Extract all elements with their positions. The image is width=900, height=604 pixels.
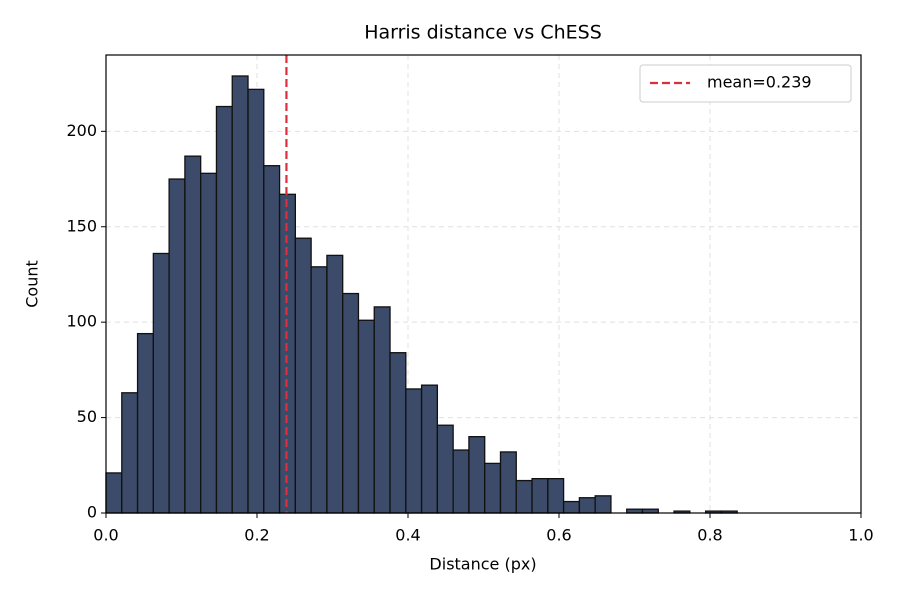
x-tick-label: 0.0	[93, 526, 118, 545]
bar	[136, 332, 154, 514]
bar	[105, 472, 123, 514]
bar	[436, 424, 454, 514]
x-tick-label: 0.6	[546, 526, 571, 545]
bar	[200, 172, 218, 514]
x-tick-label: 1.0	[848, 526, 873, 545]
bar	[152, 252, 170, 514]
x-axis-label: Distance (px)	[429, 555, 536, 574]
bar	[452, 449, 470, 514]
bar	[484, 462, 502, 514]
bar	[294, 237, 312, 514]
x-tick-label: 0.8	[697, 526, 722, 545]
bar	[310, 266, 328, 514]
x-tick-label: 0.2	[244, 526, 269, 545]
bar	[405, 388, 423, 514]
bar	[342, 292, 360, 514]
y-tick-label: 0	[87, 503, 97, 522]
bar	[184, 155, 202, 514]
y-tick-label: 200	[66, 121, 97, 140]
bar	[389, 352, 407, 514]
bar	[420, 384, 439, 514]
chart-title: Harris distance vs ChESS	[364, 22, 602, 44]
bar	[215, 105, 233, 514]
bar	[468, 436, 486, 514]
bar	[594, 495, 612, 514]
bar	[168, 178, 186, 514]
y-tick-label: 100	[66, 312, 97, 331]
bar	[231, 75, 249, 514]
bar	[373, 306, 391, 514]
bar	[357, 319, 375, 514]
bar	[515, 479, 533, 514]
bar	[326, 254, 344, 514]
bar	[562, 500, 581, 514]
x-tick-label: 0.4	[395, 526, 420, 545]
legend-label: mean=0.239	[707, 73, 812, 92]
plot-frame	[105, 54, 862, 514]
bar	[531, 477, 549, 514]
y-tick-label: 50	[77, 407, 97, 426]
bar	[578, 497, 596, 514]
bar	[547, 477, 565, 514]
y-axis-label: Count	[23, 260, 42, 308]
y-tick-label: 150	[66, 216, 97, 235]
legend-box	[639, 64, 852, 103]
bar	[247, 88, 265, 514]
bar	[121, 392, 139, 514]
bar	[263, 165, 281, 514]
bar	[499, 451, 517, 514]
